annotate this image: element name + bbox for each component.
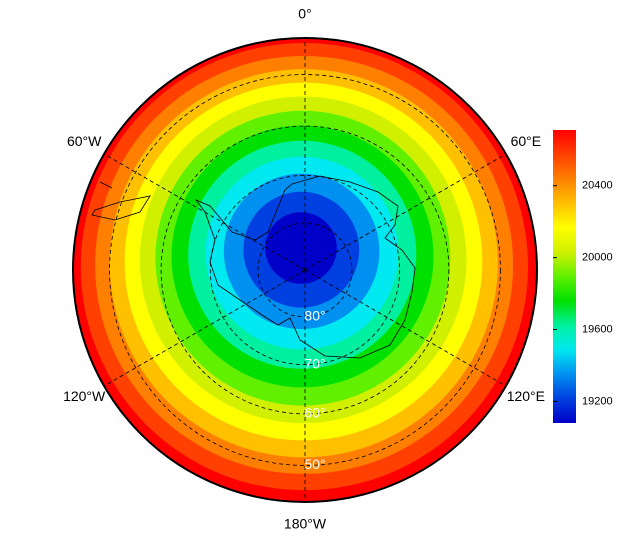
lon-label: 60°E (511, 133, 542, 149)
field-band (265, 212, 337, 284)
lon-label: 120°W (63, 388, 106, 404)
colorbar-tick-label: 19600 (582, 323, 613, 335)
colorbar-tick-label: 19200 (582, 395, 613, 407)
lat-circle (109, 74, 501, 466)
lon-line (304, 149, 514, 271)
lon-line (96, 149, 306, 271)
lat-label: 80° (304, 308, 325, 324)
lon-line (96, 269, 306, 391)
lon-label: 120°E (507, 388, 545, 404)
map-border (72, 37, 538, 503)
lat-label: 60° (304, 405, 325, 421)
lat-circle (257, 222, 353, 318)
lon-label: 60°W (67, 133, 102, 149)
lon-label: 0° (298, 6, 311, 22)
coastline (91, 175, 416, 359)
lat-label: 50° (304, 456, 325, 472)
lat-label: 70° (304, 355, 325, 371)
colorbar-tick-label: 20000 (582, 252, 613, 264)
graticule (96, 38, 514, 502)
lon-label: 180°W (284, 516, 327, 532)
colorbar: 19200 19600 20000 20400 (553, 130, 613, 423)
colorbar-ramp (553, 130, 576, 423)
colorbar-tick-label: 20400 (582, 180, 613, 192)
lon-line (304, 269, 514, 391)
field (73, 38, 537, 502)
labels: 80° 70° 60° 50° 0° 60°E 120°E 180°W 120°W 60°W (63, 6, 545, 532)
